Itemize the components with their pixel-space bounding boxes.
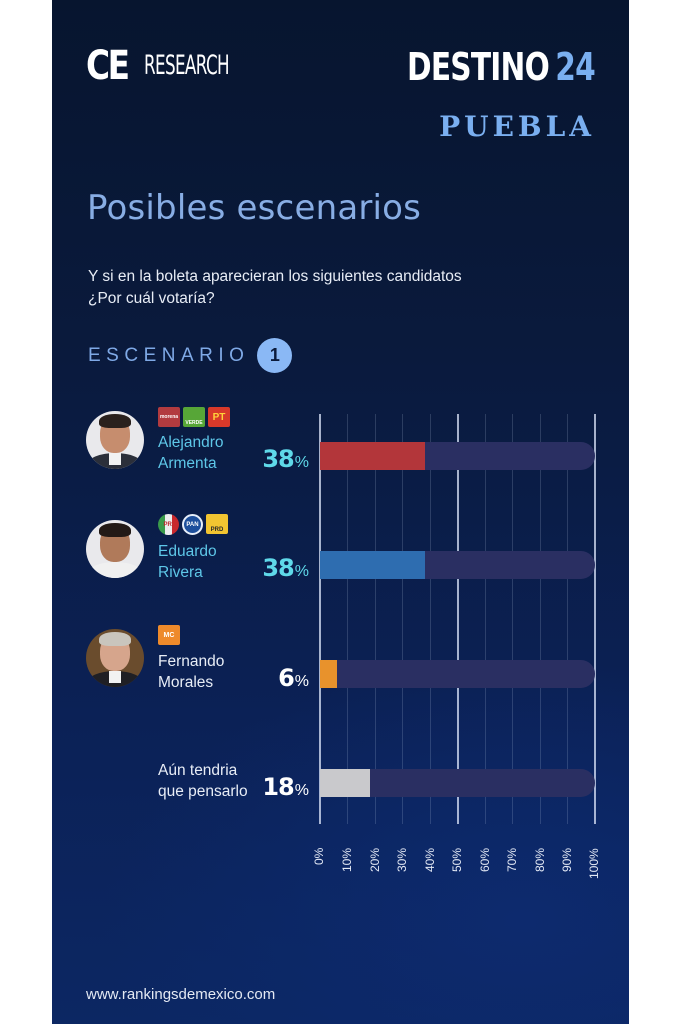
pri-logo-icon: PRI xyxy=(158,514,179,535)
footer-url: www.rankingsdemexico.com xyxy=(86,986,276,1003)
page-title: Posibles escenarios xyxy=(87,188,422,228)
x-tick-90: 90% xyxy=(560,847,574,872)
x-tick-10: 10% xyxy=(340,847,354,872)
x-tick-0: 0% xyxy=(312,847,326,865)
x-tick-50: 50% xyxy=(450,847,464,872)
bar-track-morales xyxy=(320,660,595,688)
candidate-name-morales: Fernando Morales xyxy=(158,651,224,693)
undecided-line-1: Aún tendria xyxy=(158,762,238,779)
morena-logo-icon: morena xyxy=(158,407,180,427)
brand-year: 24 xyxy=(555,45,595,89)
percentage-morales: 6% xyxy=(278,664,309,692)
bar-morales xyxy=(320,660,337,688)
x-tick-60: 60% xyxy=(478,847,492,872)
question-line-1: Y si en la boleta aparecieran los siguie… xyxy=(88,268,462,285)
bar-undecided xyxy=(320,769,370,797)
pan-logo-icon: PAN xyxy=(182,514,203,535)
bar-armenta xyxy=(320,442,425,470)
undecided-label: Aún tendria que pensarlo xyxy=(158,760,248,802)
gridline-50 xyxy=(457,414,459,824)
last-name: Armenta xyxy=(158,455,217,472)
x-tick-70: 70% xyxy=(505,847,519,872)
candidate-name-rivera: Eduardo Rivera xyxy=(158,541,217,583)
avatar-eduardo-rivera xyxy=(86,520,144,578)
poster: CE RESEARCH DESTINO 24 PUEBLA Posibles es… xyxy=(52,0,629,1024)
gridline-80 xyxy=(540,414,541,824)
scenario-number-badge: 1 xyxy=(257,338,293,373)
gridline-10 xyxy=(347,414,348,824)
logo-ce-text: CE xyxy=(86,43,130,89)
logo-research-text: RESEARCH xyxy=(144,50,230,81)
gridline-60 xyxy=(485,414,486,824)
question-line-2: ¿Por cuál votaría? xyxy=(88,290,215,307)
gridline-90 xyxy=(567,414,568,824)
survey-question: Y si en la boleta aparecieran los siguie… xyxy=(88,266,462,310)
last-name: Morales xyxy=(158,674,214,691)
ce-research-logo: CE RESEARCH xyxy=(86,43,230,89)
undecided-line-2: que pensarlo xyxy=(158,783,248,800)
avatar-alejandro-armenta xyxy=(86,411,144,469)
avatar-fernando-morales xyxy=(86,629,144,687)
last-name: Rivera xyxy=(158,564,203,581)
prd-logo-icon: PRD xyxy=(206,514,228,534)
scenario-label: ESCENARIO xyxy=(88,344,250,366)
x-tick-20: 20% xyxy=(368,847,382,872)
gridline-70 xyxy=(512,414,513,824)
region-label: PUEBLA xyxy=(439,110,595,143)
candidate-name-armenta: Alejandro Armenta xyxy=(158,432,224,474)
first-name: Alejandro xyxy=(158,434,224,451)
percentage-rivera: 38% xyxy=(262,554,309,582)
gridline-0 xyxy=(319,414,321,824)
first-name: Eduardo xyxy=(158,543,217,560)
gridline-30 xyxy=(402,414,403,824)
pt-logo-icon: PT xyxy=(208,407,230,427)
percentage-armenta: 38% xyxy=(262,445,309,473)
bar-rivera xyxy=(320,551,425,579)
gridline-40 xyxy=(430,414,431,824)
first-name: Fernando xyxy=(158,653,225,670)
party-logos-rivera: PRI PAN PRD xyxy=(158,514,228,535)
party-logos-morales: MC xyxy=(158,625,180,645)
gridline-100 xyxy=(594,414,596,824)
verde-logo-icon: VERDE xyxy=(183,407,205,427)
brand-destino: DESTINO xyxy=(407,45,550,89)
destino-24-logo: DESTINO 24 xyxy=(407,45,596,89)
x-tick-30: 30% xyxy=(395,847,409,872)
x-tick-40: 40% xyxy=(423,847,437,872)
movimiento-ciudadano-logo-icon: MC xyxy=(158,625,180,645)
gridline-20 xyxy=(375,414,376,824)
party-logos-armenta: morena VERDE PT xyxy=(158,407,230,427)
x-tick-80: 80% xyxy=(533,847,547,872)
percentage-undecided: 18% xyxy=(262,773,309,801)
x-tick-100: 100% xyxy=(587,848,601,879)
scenario-heading: ESCENARIO 1 xyxy=(88,338,293,373)
